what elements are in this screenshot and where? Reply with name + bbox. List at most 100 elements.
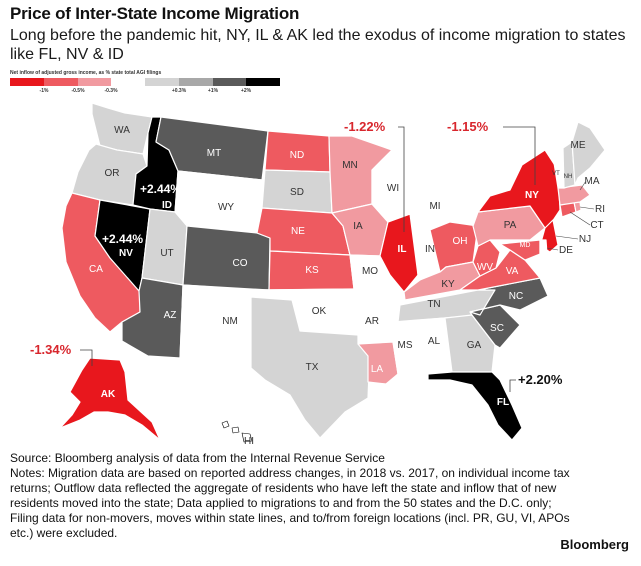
state-MA — [557, 184, 591, 206]
label-SC: SC — [490, 323, 504, 334]
state-NC — [469, 277, 549, 316]
legend-swatch — [145, 78, 179, 86]
label-MO: MO — [362, 266, 378, 277]
state-UT — [141, 208, 188, 286]
legend-ticks: -1% -0.5% -0.3% +0.3% +1% +2% — [10, 86, 280, 96]
label-WV: WV — [477, 262, 493, 273]
label-NH: NH — [564, 174, 573, 180]
label-KS: KS — [305, 265, 319, 276]
state-TX — [250, 296, 371, 439]
legend-swatch — [111, 78, 145, 86]
label-IN: IN — [425, 244, 435, 255]
state-MS — [392, 319, 421, 375]
state-HI-3 — [241, 432, 253, 443]
state-NM — [179, 284, 256, 369]
label-NC: NC — [509, 291, 523, 302]
leader-nj — [555, 235, 579, 240]
source-text: Source: Bloomberg analysis of data from … — [10, 451, 385, 465]
label-SD: SD — [290, 187, 304, 198]
label-MS: MS — [398, 340, 413, 351]
state-DE — [539, 239, 548, 255]
legend-swatch — [178, 78, 213, 86]
chart-title: Price of Inter-State Income Migration — [10, 4, 300, 23]
label-AL: AL — [428, 336, 441, 347]
callout-id: +2.44% — [140, 182, 181, 196]
label-ME: ME — [571, 140, 586, 151]
callout-line-ny — [503, 126, 536, 185]
leader-de — [546, 247, 559, 251]
notes-text: Notes: Migration data are based on repor… — [10, 466, 570, 540]
notes: Source: Bloomberg analysis of data from … — [10, 451, 570, 541]
label-OR: OR — [105, 168, 120, 179]
legend-tick: -1% — [39, 88, 49, 94]
legend-swatch — [212, 78, 247, 86]
label-GA: GA — [467, 340, 482, 351]
label-AK: AK — [101, 389, 116, 400]
label-IA: IA — [353, 221, 363, 232]
legend-swatch — [10, 78, 44, 86]
legend-bar — [10, 78, 280, 86]
state-FL — [427, 371, 523, 441]
leader-ri — [579, 206, 595, 210]
label-CA: CA — [89, 264, 103, 275]
label-RI: RI — [595, 204, 605, 215]
legend-tick: +1% — [207, 88, 219, 94]
label-AZ: AZ — [164, 310, 177, 321]
label-ID: ID — [162, 200, 172, 211]
label-NE: NE — [291, 226, 305, 237]
callout-line-ak — [80, 349, 93, 366]
leader-ma — [579, 180, 587, 191]
callout-ny: -1.15% — [447, 119, 489, 134]
label-WY: WY — [218, 202, 234, 213]
legend-tick: -0.3% — [104, 88, 118, 94]
label-VT: VT — [552, 171, 560, 177]
chart-subtitle: Long before the pandemic hit, NY, IL & A… — [10, 27, 626, 63]
label-DE: DE — [559, 245, 573, 256]
state-HI — [221, 420, 230, 429]
state-CO — [182, 225, 271, 291]
state-MI — [391, 149, 451, 231]
legend-tick: +0.3% — [171, 88, 187, 94]
label-CO: CO — [233, 258, 248, 269]
legend-swatch — [246, 78, 280, 86]
legend-swatch — [77, 78, 112, 86]
label-WA: WA — [114, 125, 130, 136]
label-TN: TN — [427, 299, 440, 310]
legend-title: Net inflow of adjusted gross income, as … — [10, 70, 162, 76]
label-KY: KY — [441, 279, 455, 290]
label-MI: MI — [429, 201, 440, 212]
label-IL: IL — [398, 244, 407, 255]
label-TX: TX — [306, 362, 319, 373]
state-MD — [499, 239, 541, 261]
state-HI-2 — [231, 426, 240, 434]
label-VA: VA — [506, 266, 519, 277]
callout-line-il — [398, 126, 405, 232]
label-NY: NY — [525, 190, 539, 201]
label-MD: MD — [520, 242, 531, 249]
label-CT: CT — [590, 220, 603, 231]
label-AR: AR — [365, 316, 379, 327]
label-HI: HI — [244, 436, 254, 447]
label-WI: WI — [387, 183, 399, 194]
label-FL: FL — [497, 397, 509, 408]
label-OH: OH — [453, 236, 468, 247]
label-NV: NV — [119, 248, 133, 259]
legend-tick: -0.5% — [71, 88, 85, 94]
label-UT: UT — [160, 248, 173, 259]
label-LA: LA — [371, 364, 384, 375]
callout-ak: -1.34% — [30, 342, 72, 357]
label-MA: MA — [585, 176, 600, 187]
state-AK — [59, 357, 161, 441]
label-NM: NM — [222, 316, 238, 327]
label-PA: PA — [504, 220, 517, 231]
legend-swatch — [43, 78, 78, 86]
legend: Net inflow of adjusted gross income, as … — [10, 70, 280, 104]
callout-nv: +2.44% — [102, 232, 143, 246]
leader-ct — [569, 211, 591, 226]
label-NJ: NJ — [579, 234, 591, 245]
legend-tick: +2% — [240, 88, 252, 94]
state-ME — [571, 121, 606, 186]
label-ND: ND — [290, 150, 304, 161]
callout-il: -1.22% — [344, 119, 386, 134]
